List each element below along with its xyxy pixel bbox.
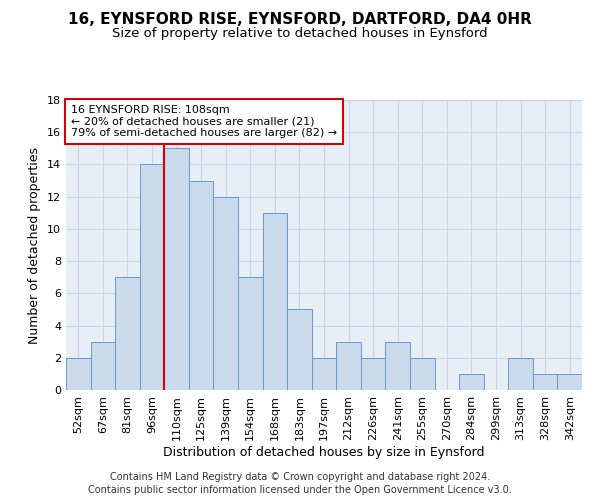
Bar [263, 213, 287, 390]
Bar [410, 358, 434, 390]
Bar [508, 358, 533, 390]
Bar [557, 374, 582, 390]
Bar [312, 358, 336, 390]
Text: 16, EYNSFORD RISE, EYNSFORD, DARTFORD, DA4 0HR: 16, EYNSFORD RISE, EYNSFORD, DARTFORD, D… [68, 12, 532, 28]
Text: Contains public sector information licensed under the Open Government Licence v3: Contains public sector information licen… [88, 485, 512, 495]
Bar [66, 358, 91, 390]
Bar [115, 277, 140, 390]
Y-axis label: Number of detached properties: Number of detached properties [28, 146, 41, 344]
Bar [91, 342, 115, 390]
Bar [214, 196, 238, 390]
Bar [336, 342, 361, 390]
Bar [385, 342, 410, 390]
Bar [459, 374, 484, 390]
Text: Size of property relative to detached houses in Eynsford: Size of property relative to detached ho… [112, 28, 488, 40]
Bar [361, 358, 385, 390]
Text: 16 EYNSFORD RISE: 108sqm
← 20% of detached houses are smaller (21)
79% of semi-d: 16 EYNSFORD RISE: 108sqm ← 20% of detach… [71, 105, 337, 138]
Text: Contains HM Land Registry data © Crown copyright and database right 2024.: Contains HM Land Registry data © Crown c… [110, 472, 490, 482]
Bar [238, 277, 263, 390]
Bar [287, 310, 312, 390]
Bar [533, 374, 557, 390]
Bar [140, 164, 164, 390]
Bar [164, 148, 189, 390]
X-axis label: Distribution of detached houses by size in Eynsford: Distribution of detached houses by size … [163, 446, 485, 458]
Bar [189, 180, 214, 390]
